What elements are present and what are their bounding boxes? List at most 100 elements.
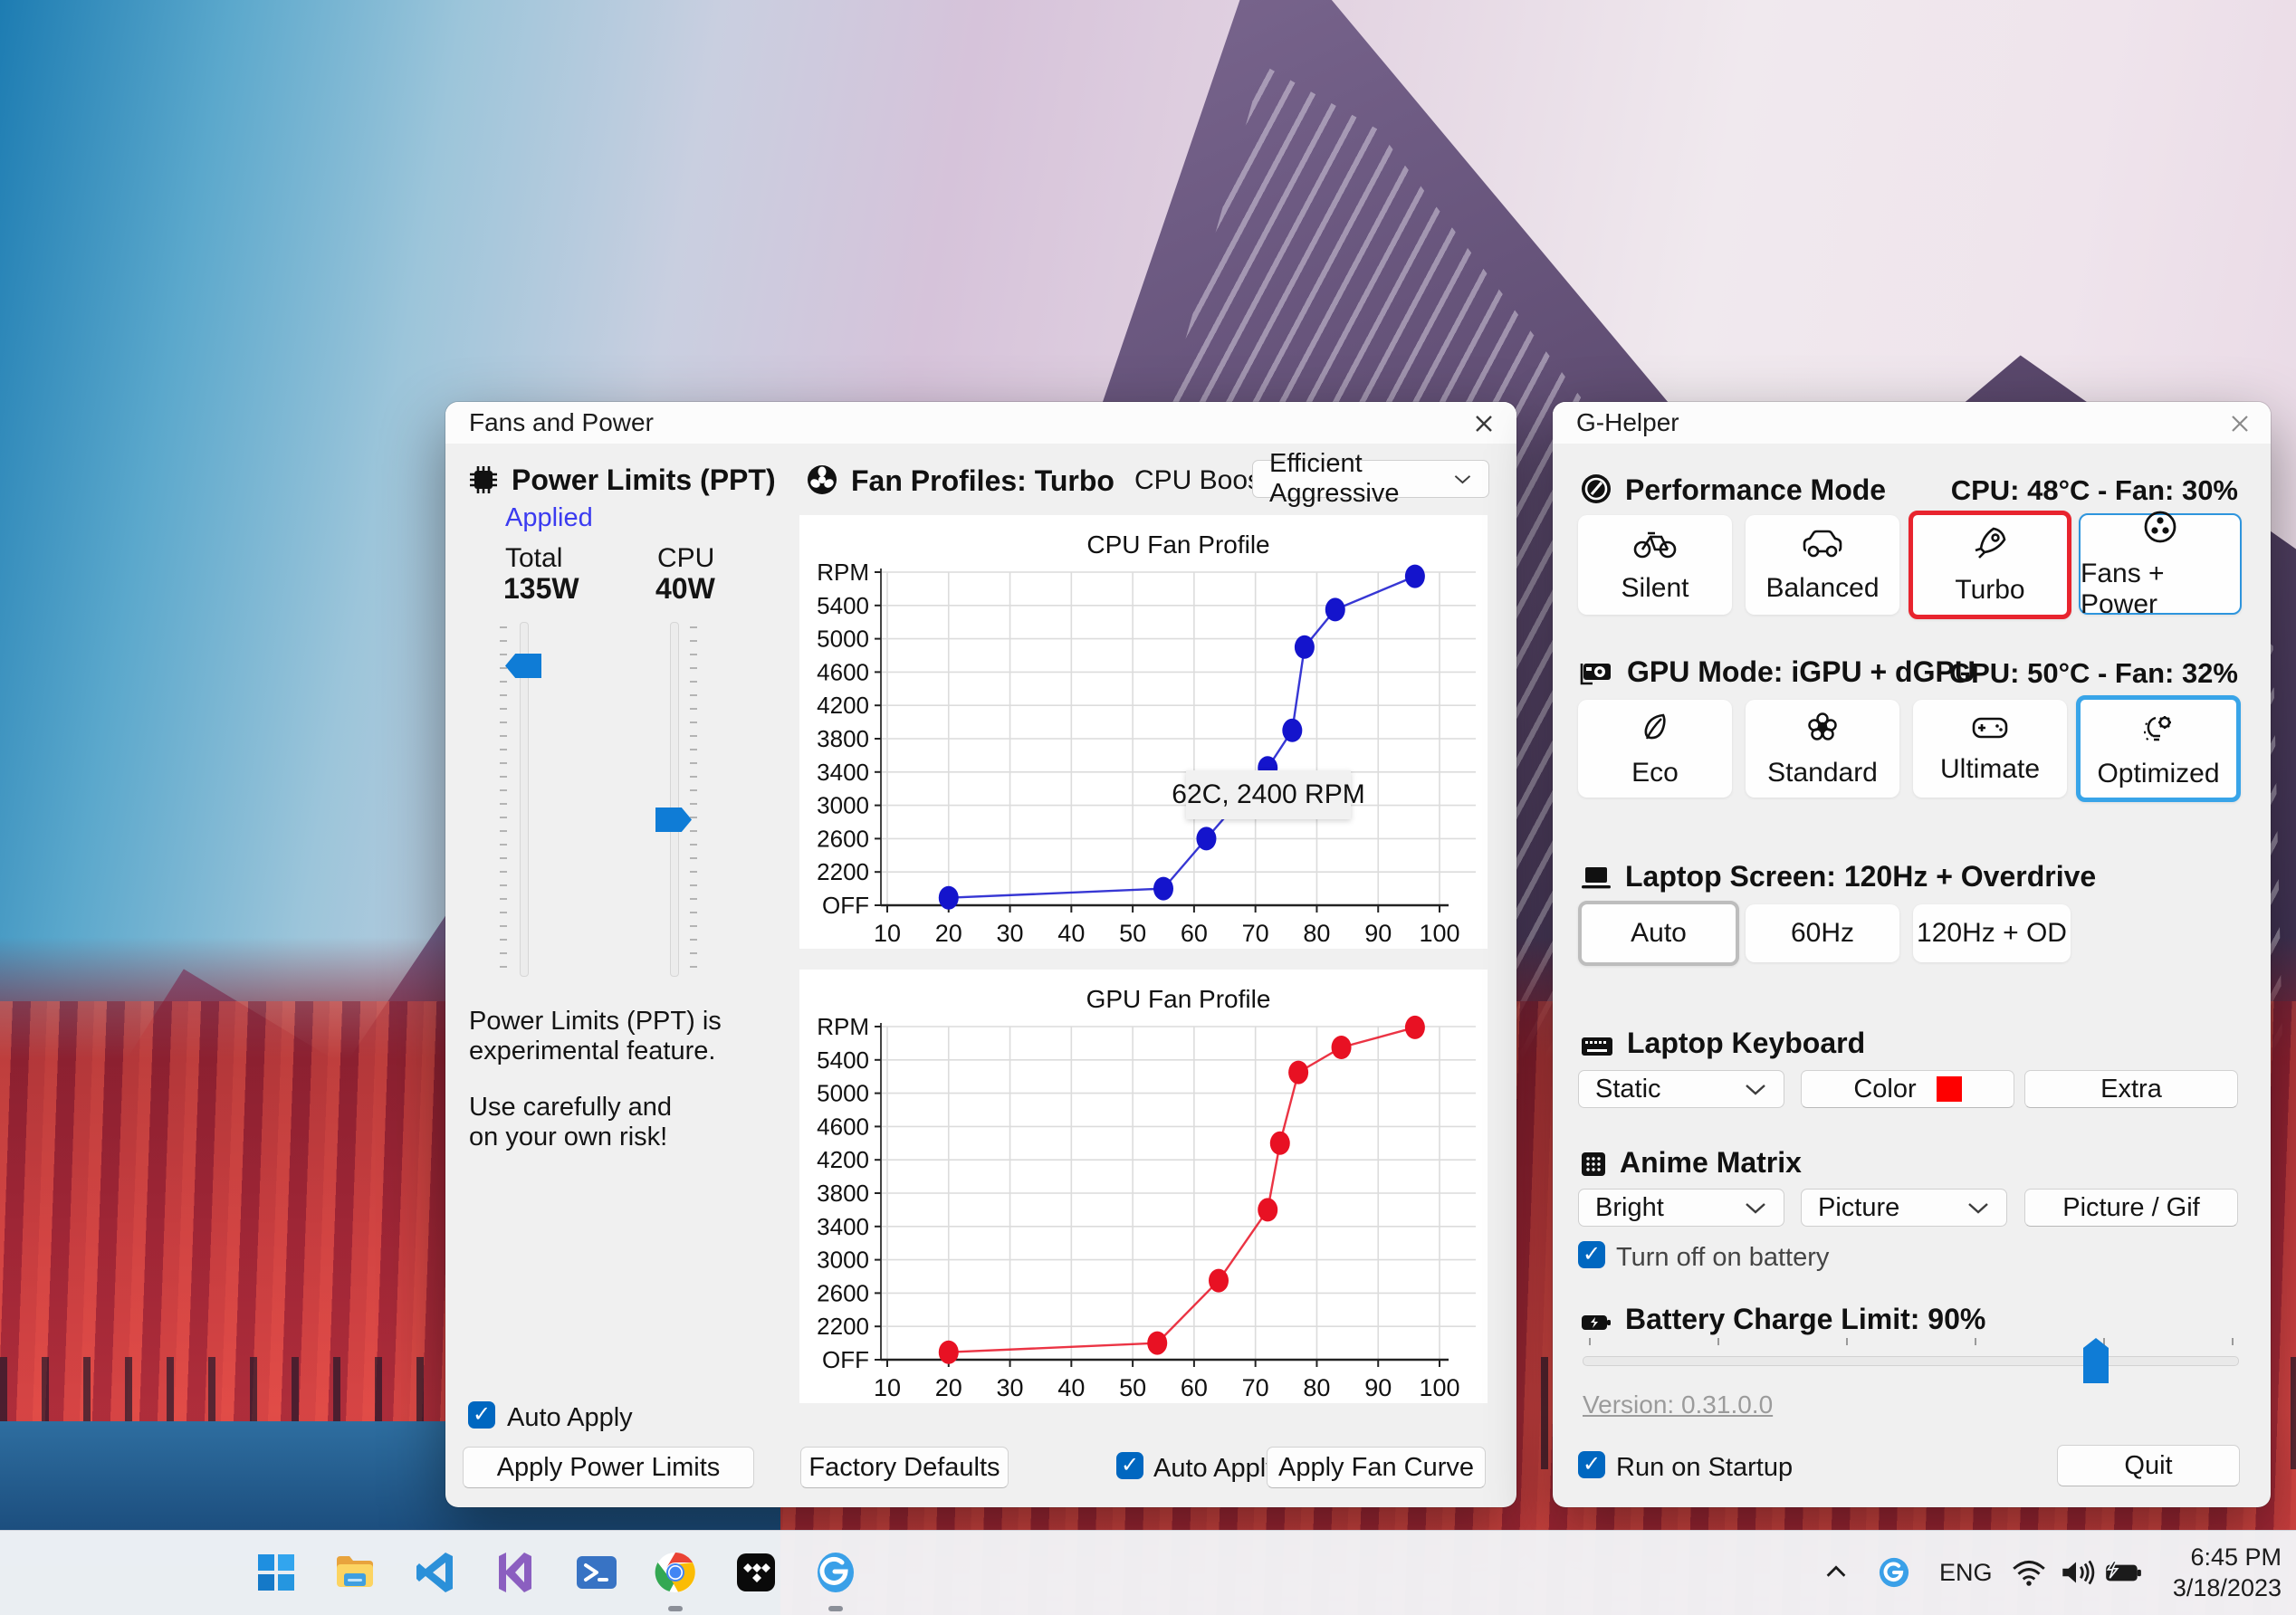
gpu-mode-label: Eco — [1631, 757, 1679, 788]
dot-matrix-icon — [1580, 1151, 1607, 1185]
cpu-temp-status: CPU: 48°C - Fan: 30% — [1950, 474, 2238, 506]
gpu-standard-button[interactable]: Standard — [1746, 700, 1899, 798]
screen-60hz-button[interactable]: 60Hz — [1746, 904, 1899, 962]
cpu-label: CPU — [657, 543, 715, 573]
powershell-icon[interactable] — [570, 1546, 623, 1599]
battery-slider-track[interactable] — [1583, 1356, 2239, 1366]
svg-text:30: 30 — [997, 920, 1024, 947]
apply-fan-curve-button[interactable]: Apply Fan Curve — [1267, 1447, 1486, 1488]
fan-profiles-header: Fan Profiles: Turbo — [806, 463, 1115, 503]
fans-window-titlebar[interactable]: Fans and Power — [445, 402, 1516, 444]
screen-120hz-button[interactable]: 120Hz + OD — [1913, 904, 2071, 962]
vscode-icon[interactable] — [410, 1546, 463, 1599]
tidal-icon[interactable] — [730, 1546, 782, 1599]
gpu-card-icon — [1580, 660, 1614, 694]
tray-chevron-up-icon[interactable] — [1818, 1546, 1854, 1599]
cpu-boost-select[interactable]: Efficient Aggressive — [1252, 449, 1489, 508]
battery-slider-handle[interactable] — [2083, 1338, 2109, 1383]
color-button-label: Color — [1853, 1074, 1917, 1104]
cpu-slider-track[interactable] — [670, 622, 679, 977]
close-icon[interactable] — [2225, 409, 2254, 438]
battery-slider-ticks — [1589, 1338, 2234, 1345]
close-icon[interactable] — [1469, 409, 1498, 438]
svg-text:3000: 3000 — [817, 792, 869, 819]
taskbar — [0, 1530, 2296, 1615]
auto-apply-fan-checkbox[interactable]: ✓ — [1116, 1452, 1143, 1479]
quit-button[interactable]: Quit — [2057, 1445, 2240, 1486]
chevron-down-icon — [1746, 1203, 1765, 1214]
gamepad-icon — [1970, 713, 2010, 745]
check-icon: ✓ — [472, 1402, 492, 1427]
svg-text:80: 80 — [1303, 920, 1330, 947]
auto-apply-power-label: Auto Apply — [507, 1403, 633, 1432]
language-indicator[interactable]: ENG — [1939, 1558, 1993, 1586]
anime-brightness-select[interactable]: Bright — [1578, 1189, 1784, 1227]
leaf-icon — [1638, 710, 1672, 749]
gpu-eco-button[interactable]: Eco — [1578, 700, 1732, 798]
wifi-icon[interactable] — [2006, 1546, 2052, 1599]
svg-text:5000: 5000 — [817, 626, 869, 653]
visual-studio-icon[interactable] — [491, 1546, 543, 1599]
battery-bolt-icon — [1580, 1308, 1612, 1342]
auto-apply-power-checkbox[interactable]: ✓ — [468, 1401, 495, 1429]
color-swatch — [1936, 1076, 1962, 1102]
ghelper-tray-icon[interactable] — [1876, 1546, 1912, 1599]
mode-turbo-button[interactable]: Turbo — [1909, 511, 2071, 619]
file-explorer-icon[interactable] — [329, 1546, 381, 1599]
keyboard-color-button[interactable]: Color — [1801, 1070, 2014, 1108]
start-button[interactable] — [250, 1546, 302, 1599]
power-limits-status[interactable]: Applied — [505, 503, 593, 532]
ghelper-taskbar-icon[interactable] — [809, 1546, 862, 1599]
chrome-running-indicator — [668, 1606, 683, 1611]
cpu-slider-handle[interactable] — [655, 808, 692, 832]
mode-fans-power-button[interactable]: Fans + Power — [2079, 511, 2242, 619]
gpu-optimized-button[interactable]: Optimized — [2076, 695, 2241, 802]
g-helper-window: G-Helper Performance Mode CPU: 48°C - Fa… — [1553, 402, 2271, 1507]
svg-text:OFF: OFF — [822, 1346, 869, 1373]
total-slider-track[interactable] — [520, 622, 529, 977]
chrome-icon[interactable] — [649, 1546, 702, 1599]
volume-icon[interactable] — [2053, 1546, 2099, 1599]
svg-text:10: 10 — [874, 920, 901, 947]
svg-text:80: 80 — [1303, 1374, 1330, 1401]
svg-text:100: 100 — [1419, 920, 1459, 947]
clock[interactable]: 6:45 PM 3/18/2023 — [2173, 1530, 2282, 1615]
total-slider-handle[interactable] — [505, 654, 541, 678]
mode-balanced-button[interactable]: Balanced — [1746, 515, 1899, 615]
car-icon — [1801, 527, 1844, 564]
mode-silent-button[interactable]: Silent — [1578, 515, 1732, 615]
laptop-icon — [1580, 865, 1612, 899]
cpu-chip-icon — [468, 464, 499, 502]
svg-text:5000: 5000 — [817, 1080, 869, 1107]
gpu-mode-label: Standard — [1767, 757, 1878, 788]
svg-text:90: 90 — [1364, 1374, 1392, 1401]
svg-text:90: 90 — [1364, 920, 1392, 947]
svg-text:2200: 2200 — [817, 858, 869, 885]
battery-tray-icon[interactable] — [2099, 1546, 2148, 1599]
total-slider-ticks — [500, 626, 507, 978]
screen-option-label: 120Hz + OD — [1917, 918, 2067, 948]
cpu-fan-chart[interactable]: CPU Fan Profile RPM 5400 5000 4600 4200 3800 34… — [799, 515, 1488, 949]
svg-text:4200: 4200 — [817, 692, 869, 719]
screen-auto-button[interactable]: Auto — [1578, 901, 1739, 966]
svg-text:4600: 4600 — [817, 658, 869, 685]
chevron-down-icon — [1454, 475, 1471, 484]
keyboard-mode-select[interactable]: Static — [1578, 1070, 1784, 1108]
turn-off-on-battery-checkbox[interactable]: ✓ — [1578, 1241, 1605, 1268]
svg-text:4200: 4200 — [817, 1146, 869, 1173]
ghelper-titlebar[interactable]: G-Helper — [1553, 402, 2271, 444]
factory-defaults-button[interactable]: Factory Defaults — [800, 1447, 1009, 1488]
run-on-startup-label: Run on Startup — [1616, 1453, 1794, 1482]
svg-text:3400: 3400 — [817, 759, 869, 786]
chevron-down-icon — [1746, 1085, 1765, 1095]
gpu-ultimate-button[interactable]: Ultimate — [1913, 700, 2067, 798]
gpu-fan-chart[interactable]: GPU Fan Profile RPM 5400 5000 4600 4200 3800 34… — [799, 970, 1488, 1403]
anime-mode-select[interactable]: Picture — [1801, 1189, 2007, 1227]
screen-option-label: 60Hz — [1790, 918, 1855, 948]
fan-icon — [2142, 509, 2178, 549]
keyboard-extra-button[interactable]: Extra — [2024, 1070, 2238, 1108]
version-link[interactable]: Version: 0.31.0.0 — [1583, 1390, 1774, 1419]
picture-gif-button[interactable]: Picture / Gif — [2024, 1189, 2238, 1227]
run-on-startup-checkbox[interactable]: ✓ — [1578, 1451, 1605, 1478]
apply-power-limits-button[interactable]: Apply Power Limits — [463, 1447, 754, 1488]
